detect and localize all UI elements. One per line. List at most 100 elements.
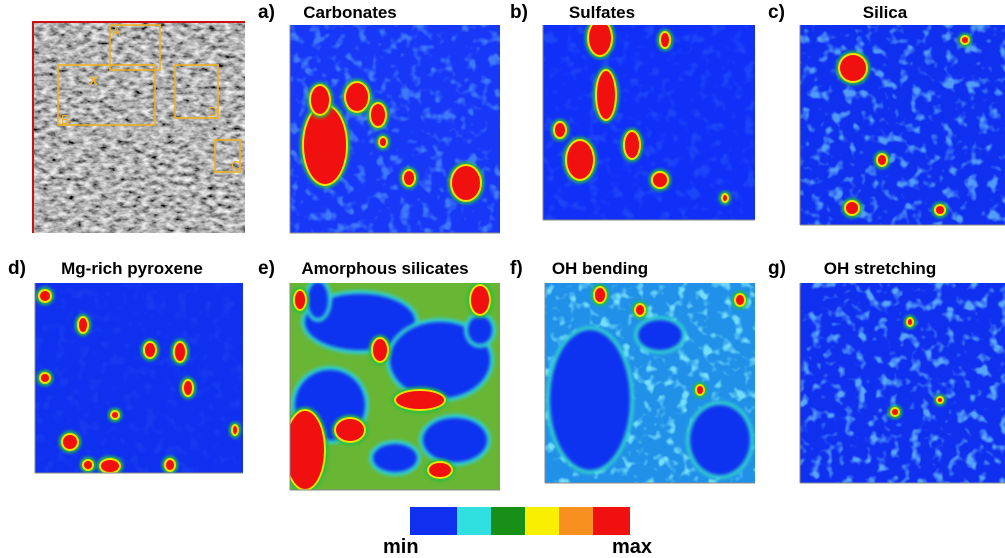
colorbar-swatch	[559, 507, 593, 535]
blob-core	[166, 460, 174, 470]
optical-image: A B C D X	[32, 21, 245, 233]
region-label: A	[112, 24, 121, 39]
map-image	[543, 25, 755, 220]
hole	[638, 320, 682, 350]
blob-core	[346, 83, 368, 111]
panel-title: OH stretching	[824, 259, 936, 278]
map-image	[800, 283, 1005, 483]
colorbar: min max	[383, 507, 652, 558]
panel-title: OH bending	[552, 259, 648, 278]
blob-core	[452, 166, 480, 200]
blob-core	[846, 202, 858, 214]
panel-label: g)	[768, 258, 786, 279]
blob-core	[63, 435, 77, 449]
region-box	[174, 64, 219, 119]
blob-core	[290, 411, 324, 489]
map-panel: g) OH stretching	[768, 258, 1005, 484]
colorbar-swatch	[491, 507, 525, 535]
blob-core	[371, 104, 385, 126]
colorbar-swatch	[457, 507, 491, 535]
blob-core	[380, 138, 386, 146]
map-speckle	[543, 25, 755, 220]
blob-core	[373, 339, 387, 361]
panel-title: Silica	[863, 3, 908, 22]
map-panel: d) Mg-rich pyroxene	[8, 258, 243, 474]
blob-core	[555, 123, 565, 137]
blob-core	[336, 419, 364, 441]
colorbar-swatch	[525, 507, 559, 535]
blob-core	[101, 460, 119, 472]
panel-label: b)	[510, 2, 528, 23]
blob-core	[233, 426, 237, 434]
optical-border	[32, 21, 245, 233]
blob-core	[625, 132, 639, 158]
map-panel: b) Sulfates	[510, 2, 755, 221]
blob-core	[653, 173, 667, 187]
region-label: B	[61, 112, 70, 127]
blob-core	[840, 55, 866, 81]
blob-core	[908, 319, 912, 325]
hole	[308, 283, 328, 318]
blob-core	[471, 286, 489, 314]
map-panel: e) Amorphous silicates	[258, 258, 500, 491]
blob-core	[736, 295, 744, 305]
blob-core	[589, 25, 611, 55]
colorbar-swatch	[410, 507, 457, 535]
panel-title: Sulfates	[569, 3, 635, 22]
map-image	[35, 283, 243, 473]
map-panel: a) Carbonates	[258, 2, 500, 234]
region-label: D	[208, 104, 217, 119]
blob-core	[892, 409, 898, 415]
panel-label: c)	[768, 2, 785, 23]
region-box	[109, 24, 161, 71]
blob-core	[597, 71, 615, 119]
map-image	[545, 283, 755, 483]
blob-core	[567, 141, 593, 179]
blob-core	[396, 391, 444, 409]
blob-core	[636, 305, 644, 315]
map-image	[290, 283, 500, 490]
blob-core	[40, 291, 50, 301]
map-speckle	[800, 283, 1005, 483]
map-panel: f) OH bending	[510, 258, 755, 484]
hole	[390, 322, 490, 398]
blob-core	[723, 195, 727, 201]
blob-core	[304, 106, 346, 184]
panel-title: Amorphous silicates	[301, 259, 468, 278]
blob-core	[145, 343, 155, 357]
panel-title: Carbonates	[303, 3, 397, 22]
blob-core	[295, 291, 305, 309]
blob-core	[112, 412, 118, 418]
blob-core	[962, 37, 968, 43]
panel-label: a)	[258, 2, 275, 23]
blob-core	[404, 171, 414, 185]
blob-core	[429, 463, 451, 477]
blob-core	[595, 288, 605, 302]
blob-core	[184, 381, 192, 395]
map-image	[800, 25, 1005, 225]
panel-label: f)	[510, 258, 523, 279]
blob-core	[697, 386, 703, 394]
region-box	[214, 139, 241, 173]
blob-core	[936, 206, 944, 214]
region-label: C	[231, 158, 240, 173]
blob-core	[41, 374, 49, 382]
hole	[305, 294, 415, 350]
colorbar-swatch	[593, 507, 630, 535]
colorbar-min: min	[383, 536, 419, 558]
hole	[690, 405, 750, 475]
maps: a) Carbonates b) Sulfates c) Silica d) Mg-rich …	[8, 2, 1005, 491]
blob-core	[661, 33, 669, 47]
hole	[423, 418, 487, 462]
panel-label: e)	[258, 258, 275, 279]
map-image	[290, 25, 500, 233]
regions	[57, 24, 241, 173]
blob-core	[938, 398, 942, 402]
blob-core	[878, 155, 886, 165]
hole	[468, 316, 492, 344]
map-panel: c) Silica	[768, 2, 1005, 226]
colorbar-max: max	[612, 536, 652, 558]
blob-core	[311, 86, 329, 114]
blob-core	[175, 343, 185, 361]
